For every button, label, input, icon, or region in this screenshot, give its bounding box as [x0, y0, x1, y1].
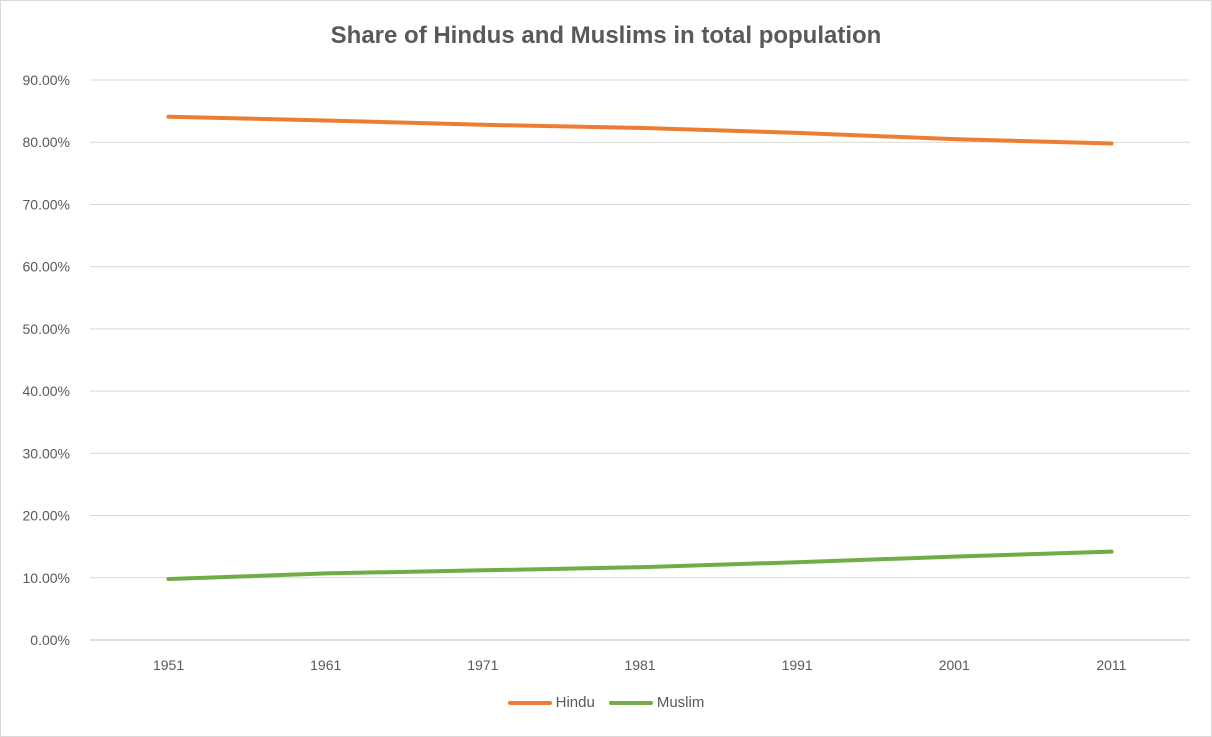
y-tick-label: 30.00%	[23, 445, 70, 461]
data-point-muslim	[795, 560, 800, 565]
y-tick-label: 70.00%	[23, 196, 70, 212]
y-tick-label: 0.00%	[30, 632, 70, 648]
y-tick-label: 10.00%	[23, 570, 70, 586]
legend-swatch-muslim	[608, 700, 653, 705]
chart-title: Share of Hindus and Muslims in total pop…	[330, 22, 882, 49]
legend-label-muslim: Muslim	[656, 694, 705, 711]
y-tick-label: 50.00%	[23, 321, 70, 337]
data-point-hindu	[795, 130, 800, 135]
data-point-muslim	[952, 554, 957, 559]
data-point-hindu	[323, 118, 328, 123]
data-point-hindu	[1109, 141, 1114, 146]
legend-item-hindu: Hindu	[507, 694, 595, 711]
x-tick-label: 1971	[467, 657, 498, 673]
legend: Hindu Muslim	[0, 694, 1212, 711]
x-tick-label: 2001	[939, 657, 970, 673]
y-tick-label: 80.00%	[23, 134, 70, 150]
data-point-hindu	[952, 137, 957, 142]
data-point-muslim	[1109, 549, 1114, 554]
data-point-muslim	[166, 577, 171, 582]
x-tick-label: 1991	[782, 657, 813, 673]
y-tick-label: 40.00%	[23, 383, 70, 399]
y-tick-label: 20.00%	[23, 508, 70, 524]
data-point-muslim	[480, 568, 485, 573]
y-tick-label: 60.00%	[23, 259, 70, 275]
data-point-hindu	[480, 122, 485, 127]
legend-swatch-hindu	[507, 700, 552, 705]
x-tick-label: 1961	[310, 657, 341, 673]
x-tick-label: 2011	[1096, 657, 1126, 673]
legend-item-muslim: Muslim	[608, 694, 705, 711]
series-line-hindu	[166, 114, 1114, 146]
data-point-muslim	[323, 571, 328, 576]
legend-label-hindu: Hindu	[555, 694, 595, 711]
x-tick-label: 1951	[153, 657, 184, 673]
y-tick-label: 90.00%	[23, 72, 70, 88]
data-point-hindu	[166, 114, 171, 119]
data-point-hindu	[638, 125, 642, 130]
data-point-muslim	[638, 565, 642, 570]
x-tick-label: 1981	[624, 657, 655, 673]
